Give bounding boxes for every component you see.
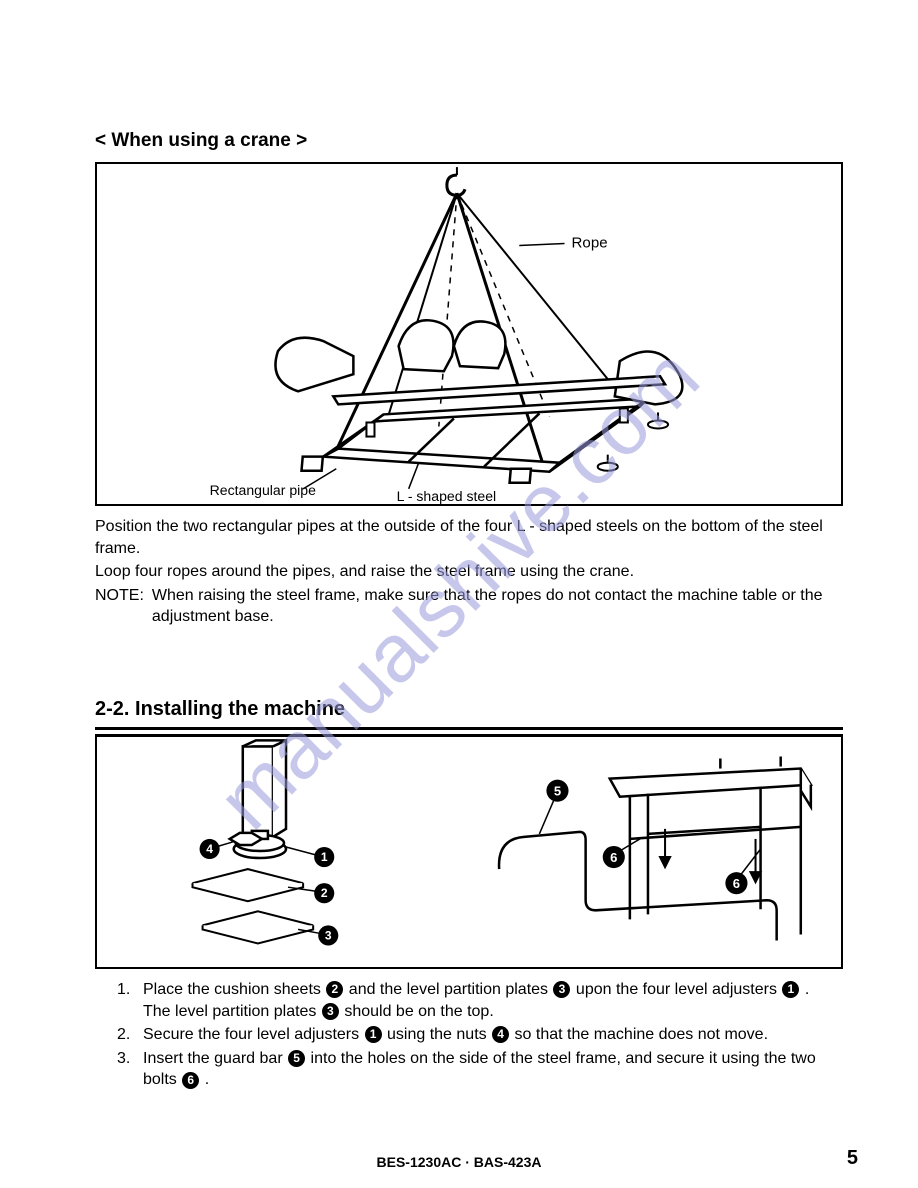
step-1: 1. Place the cushion sheets 2 and the le… <box>117 979 843 1022</box>
install-diagram: 4 1 2 3 <box>97 737 841 967</box>
manual-page: manualshive.com < When using a crane > R… <box>0 0 918 1188</box>
figure-crane: Rope <box>95 162 843 506</box>
step-2: 2. Secure the four level adjusters 1 usi… <box>117 1024 843 1046</box>
s1-p2: Loop four ropes around the pipes, and ra… <box>95 561 843 583</box>
page-footer: BES-1230AC · BAS-423A 5 <box>0 1154 918 1170</box>
label-l-steel: L - shaped steel <box>397 488 497 504</box>
ref-3b: 3 <box>322 1003 339 1020</box>
crane-diagram: Rope <box>97 164 841 504</box>
footer-model: BES-1230AC · BAS-423A <box>0 1154 918 1170</box>
ref-1: 1 <box>782 981 799 998</box>
section1-body: Position the two rectangular pipes at th… <box>95 516 843 628</box>
c6b: 6 <box>733 876 740 891</box>
ref-3: 3 <box>553 981 570 998</box>
c5: 5 <box>554 784 561 799</box>
ref-1b: 1 <box>365 1026 382 1043</box>
page-number: 5 <box>847 1147 858 1170</box>
section2-heading: 2-2. Installing the machine <box>95 698 843 730</box>
ref-5: 5 <box>288 1050 305 1067</box>
c1: 1 <box>321 850 328 864</box>
label-rope: Rope <box>572 235 608 252</box>
s1-note: NOTE: When raising the steel frame, make… <box>95 585 843 628</box>
s1-p1: Position the two rectangular pipes at th… <box>95 516 843 559</box>
ref-6: 6 <box>182 1072 199 1089</box>
label-rect-pipe: Rectangular pipe <box>210 482 316 498</box>
note-label: NOTE: <box>95 585 152 628</box>
note-body: When raising the steel frame, make sure … <box>152 585 843 628</box>
c6a: 6 <box>610 850 617 865</box>
c2: 2 <box>321 886 328 900</box>
c3: 3 <box>325 928 332 942</box>
section2-steps: 1. Place the cushion sheets 2 and the le… <box>117 979 843 1091</box>
section1-heading: < When using a crane > <box>95 130 843 152</box>
ref-2: 2 <box>326 981 343 998</box>
ref-4: 4 <box>492 1026 509 1043</box>
c4: 4 <box>206 842 213 856</box>
figure-install: 4 1 2 3 <box>95 735 843 969</box>
step-3: 3. Insert the guard bar 5 into the holes… <box>117 1048 843 1091</box>
